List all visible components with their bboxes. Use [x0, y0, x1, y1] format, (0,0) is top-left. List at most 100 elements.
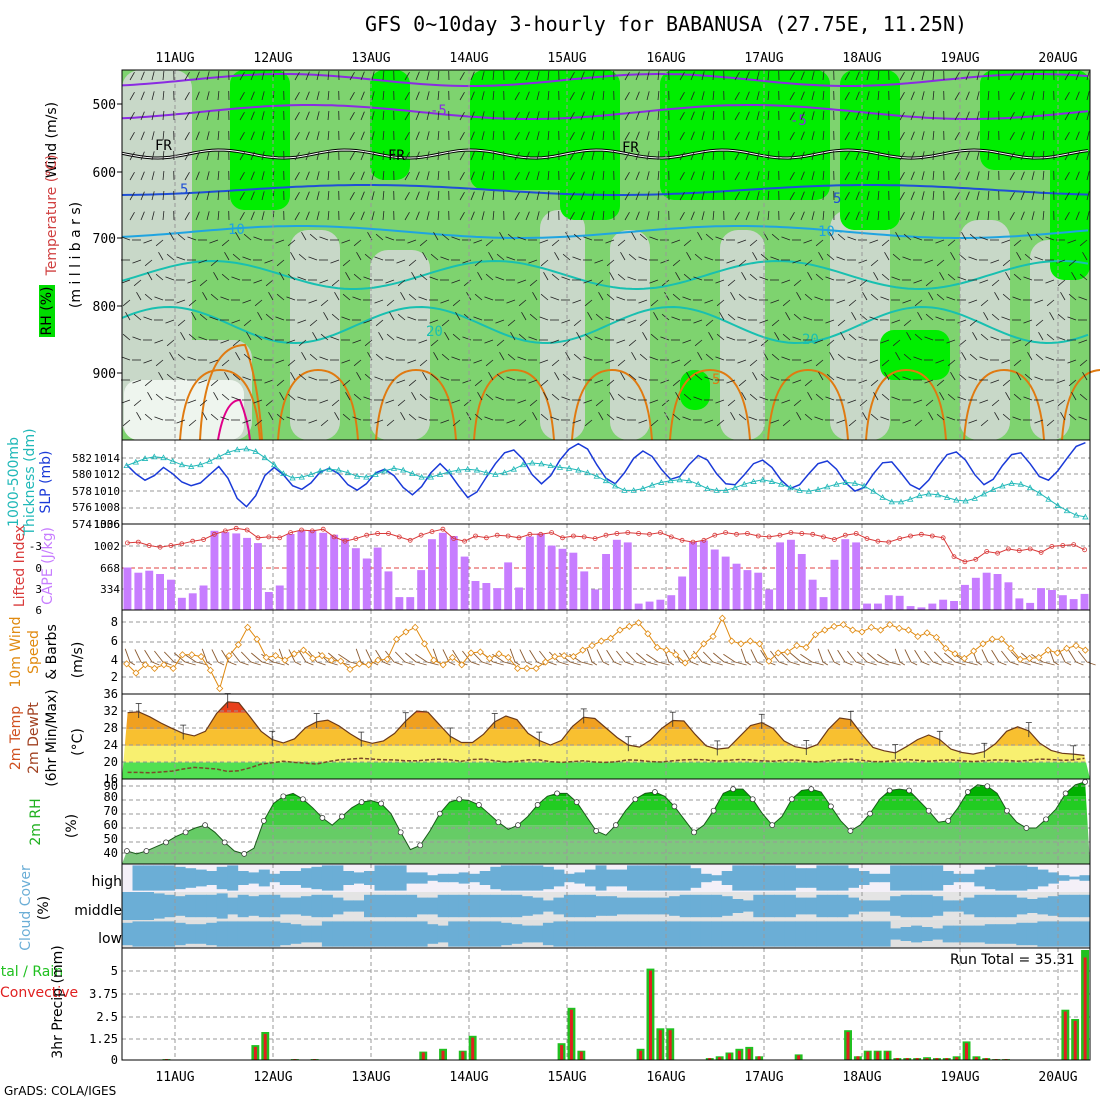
wind-barb [243, 319, 252, 327]
lifted-index-point [309, 528, 315, 534]
wind-barb [1034, 299, 1044, 304]
wind-barb [499, 352, 505, 361]
wind-barb [767, 150, 770, 161]
lifted-index-point [668, 534, 674, 540]
wind-barb [261, 151, 265, 161]
wind-barb [220, 296, 230, 301]
lifted-index-point [364, 532, 370, 538]
wind-barb [690, 211, 695, 221]
wind-barb [470, 151, 475, 161]
wind-barb [485, 239, 494, 247]
wind-barb [166, 373, 175, 381]
ylabel-rh1: 2m RH [28, 798, 44, 845]
wind-barb [844, 132, 850, 141]
wind-barb [514, 132, 520, 141]
wind-barb [1071, 392, 1077, 401]
wind-barb-tail [877, 661, 889, 666]
wind-barb [396, 336, 406, 341]
wind-barb [404, 152, 410, 161]
wind-barb [705, 353, 714, 361]
wind-barb [353, 239, 362, 247]
wind-barb [316, 211, 320, 221]
wind-barb [627, 276, 637, 281]
wind-barb [653, 312, 659, 321]
lifted-index-point [266, 534, 272, 540]
wind-speed-point [774, 649, 782, 657]
wind-barb [1042, 150, 1045, 161]
wind-barb [305, 171, 310, 181]
lifted-index-point [1016, 548, 1022, 554]
wind-barb [287, 393, 296, 401]
thickness-point [298, 473, 305, 480]
lifted-index-point [908, 533, 913, 539]
cloud-cell [374, 921, 386, 947]
cape-bar [841, 539, 850, 610]
wind-barb [902, 376, 912, 381]
wind-barb [334, 292, 340, 301]
lifted-index-point [396, 534, 402, 540]
wind-barb-tail [723, 661, 735, 666]
wind-speed-point [1025, 654, 1034, 662]
wind-speed-point [262, 653, 270, 662]
wind-barb-tail [756, 661, 764, 666]
cape-bar [689, 541, 697, 610]
thickness-point [363, 473, 370, 480]
wind-barb [624, 152, 630, 161]
wind-barb [580, 151, 585, 161]
cape-bar [634, 603, 643, 610]
date-label: 19AUG [940, 1070, 979, 1085]
wind-speed-point [718, 614, 726, 622]
wind-barb [583, 399, 593, 404]
cloud-cell [122, 892, 133, 920]
wind-barb [800, 653, 813, 663]
wind-barb [349, 132, 355, 141]
cape-tick-label: 1002 [94, 540, 121, 553]
wind-barb-tail [668, 661, 675, 666]
thickness-point [768, 478, 776, 484]
wind-barb-tail [833, 661, 841, 666]
wind-barb [913, 279, 923, 284]
cloud-cell [679, 921, 691, 947]
wind-barb [891, 276, 901, 281]
cloud-cell [511, 865, 523, 891]
thickness-point [602, 477, 610, 484]
wind-barb [822, 190, 825, 201]
wind-barb [407, 316, 417, 321]
cape-bar [210, 530, 219, 610]
wind-barb [712, 190, 715, 201]
wind-barb [551, 273, 560, 281]
wind-barb [954, 152, 960, 161]
wind-barb [385, 650, 395, 663]
wind-barb [855, 91, 860, 101]
wind-barb [451, 279, 461, 284]
wind-barb [338, 653, 351, 663]
wind-barb [268, 292, 274, 301]
lifted-index-point [679, 537, 685, 543]
rh-point [436, 810, 443, 817]
thickness-point [132, 458, 140, 465]
wind-barb [935, 316, 945, 321]
cloud-cell [542, 900, 554, 912]
wind-barb [844, 172, 850, 181]
cape-bar [656, 599, 665, 610]
cloud-cell [858, 921, 870, 947]
wind-barb [921, 211, 925, 221]
wind-barb [855, 211, 860, 221]
wind-barb [294, 172, 300, 181]
wind-barb [690, 171, 695, 181]
wind-barb [470, 71, 475, 81]
wind-barb [822, 170, 825, 181]
wind-barb [804, 413, 813, 421]
wind-speed-point [821, 626, 829, 634]
wind-barb [330, 259, 340, 264]
wind-barb [342, 293, 351, 301]
credit: GrADS: COLA/IGES [4, 1084, 116, 1098]
wind-barb-tail [701, 661, 711, 666]
wind-barb [1042, 130, 1045, 141]
wind-barb [1078, 296, 1088, 301]
cloud-cell [606, 896, 617, 916]
thickness-point [1017, 480, 1025, 487]
cloud-cell [132, 892, 144, 920]
wind-barb [177, 319, 186, 327]
